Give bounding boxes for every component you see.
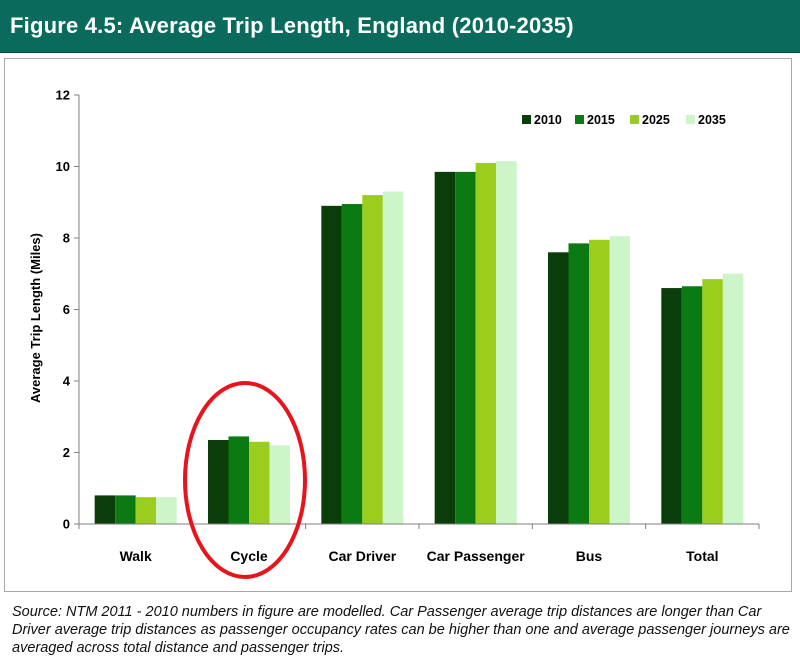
legend-swatch-2010 <box>522 115 531 124</box>
y-tick-label: 4 <box>63 374 71 389</box>
legend-swatch-2015 <box>575 115 584 124</box>
bar-2010-cycle <box>208 439 229 524</box>
bar-2015-car-driver <box>341 204 363 524</box>
bar-chart: 0 2 4 6 8 10 12 Walk Cycle Car Driver Car Passeng… <box>4 58 792 592</box>
figure-title-bar: Figure 4.5: Average Trip Length, England… <box>0 0 800 53</box>
bar-2015-walk <box>115 495 136 524</box>
bar-2035-total <box>722 273 744 524</box>
bars <box>94 161 744 525</box>
y-tick-label: 8 <box>63 231 70 246</box>
y-tick-label: 10 <box>56 159 70 174</box>
x-tick-label: Car Passenger <box>427 548 526 564</box>
bar-2035-cycle <box>269 445 290 524</box>
bar-2025-car-passenger <box>475 162 497 525</box>
legend-label-2035: 2035 <box>698 113 726 127</box>
bar-2035-bus <box>609 236 630 524</box>
bar-2035-car-passenger <box>496 161 517 524</box>
x-tick-label: Bus <box>576 548 603 564</box>
legend: 2010 2015 2025 2035 <box>522 113 726 127</box>
legend-swatch-2025 <box>630 115 639 124</box>
bar-2010-bus <box>548 252 569 525</box>
bar-2025-cycle <box>249 441 270 524</box>
x-tick-label: Cycle <box>230 548 268 564</box>
bar-2010-car-passenger <box>434 171 456 525</box>
annotations <box>183 381 307 579</box>
bar-2010-total <box>661 288 682 524</box>
y-axis-label: Average Trip Length (Miles) <box>28 233 43 403</box>
cycle-highlight-ellipse <box>183 381 307 579</box>
y-tick-label: 2 <box>63 445 70 460</box>
legend-label-2025: 2025 <box>642 113 670 127</box>
bar-2035-car-driver <box>382 191 404 524</box>
x-tick-label: Total <box>686 548 718 564</box>
legend-label-2015: 2015 <box>587 113 615 127</box>
y-tick-label: 12 <box>56 88 70 103</box>
bar-2015-cycle <box>228 436 249 524</box>
bar-2025-total <box>702 279 723 524</box>
bar-2015-total <box>681 286 703 524</box>
bar-2035-walk <box>156 497 177 524</box>
bar-2015-car-passenger <box>455 171 476 525</box>
chart-container: 0 2 4 6 8 10 12 Walk Cycle Car Driver Car Passeng… <box>4 58 792 592</box>
source-note: Source: NTM 2011 - 2010 numbers in figur… <box>12 604 790 656</box>
bar-2010-walk <box>94 495 116 524</box>
y-axis: 0 2 4 6 8 10 12 <box>56 88 80 532</box>
bar-2025-car-driver <box>362 195 383 524</box>
legend-swatch-2035 <box>686 115 695 124</box>
y-tick-label: 6 <box>63 302 70 317</box>
bar-2015-bus <box>568 243 589 525</box>
y-tick-label: 0 <box>63 517 70 532</box>
bar-2010-car-driver <box>321 205 342 524</box>
x-tick-label: Walk <box>120 548 152 564</box>
figure-title: Figure 4.5: Average Trip Length, England… <box>10 13 574 38</box>
bar-2025-bus <box>589 239 610 524</box>
x-tick-label: Car Driver <box>328 548 396 564</box>
bar-2025-walk <box>135 497 157 524</box>
legend-label-2010: 2010 <box>534 113 562 127</box>
